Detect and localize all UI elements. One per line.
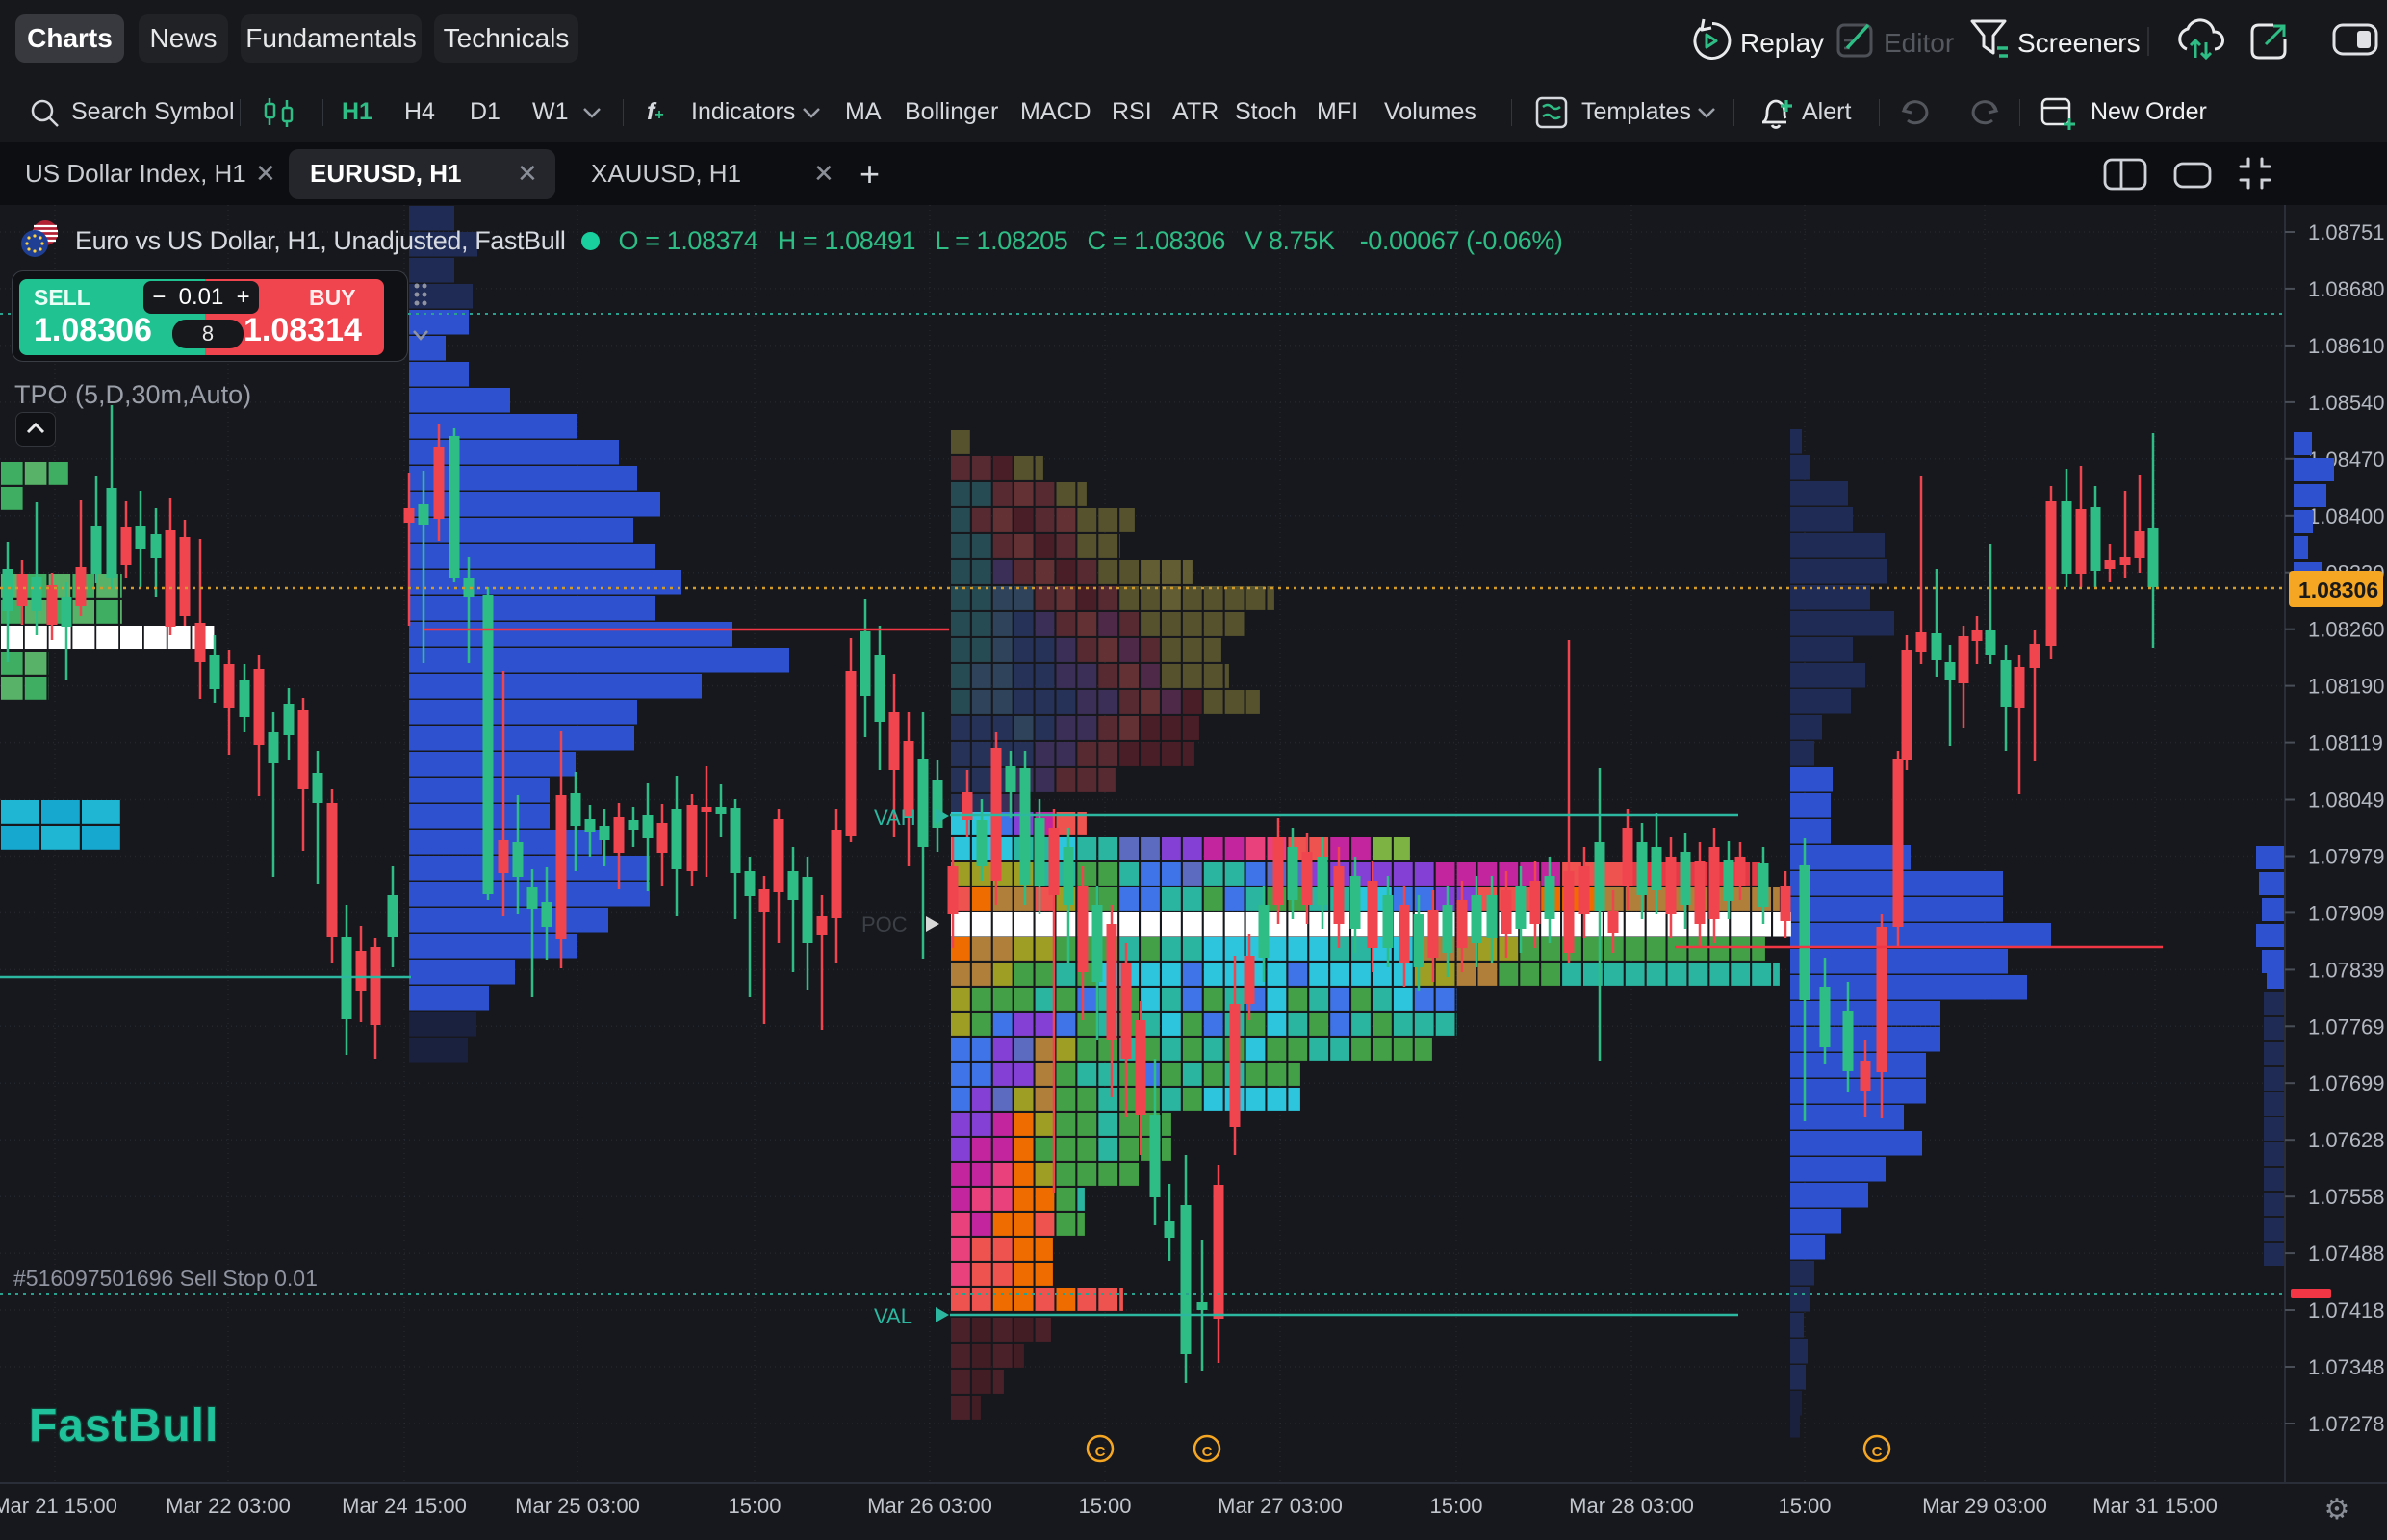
svg-text:1.08680: 1.08680: [2308, 277, 2385, 301]
svg-text:VAH: VAH: [874, 806, 916, 830]
svg-text:1.08190: 1.08190: [2308, 675, 2385, 699]
svg-text:Editor: Editor: [1884, 28, 1954, 58]
svg-text:POC: POC: [861, 912, 908, 937]
svg-text:15:00: 15:00: [1078, 1494, 1131, 1518]
svg-text:Mar 31 15:00: Mar 31 15:00: [2092, 1494, 2218, 1518]
svg-text:Mar 29 03:00: Mar 29 03:00: [1922, 1494, 2047, 1518]
svg-text:1.08306: 1.08306: [2298, 578, 2378, 603]
svg-text:Mar 26 03:00: Mar 26 03:00: [867, 1494, 992, 1518]
svg-text:FastBull: FastBull: [29, 1400, 218, 1451]
svg-text:1.07628: 1.07628: [2308, 1128, 2385, 1152]
svg-text:VAL: VAL: [874, 1304, 912, 1328]
svg-text:C: C: [1202, 1444, 1213, 1460]
svg-text:15:00: 15:00: [1778, 1494, 1831, 1518]
svg-text:⚙: ⚙: [2324, 1494, 2350, 1526]
svg-text:1.07348: 1.07348: [2308, 1355, 2385, 1379]
svg-text:1.07488: 1.07488: [2308, 1242, 2385, 1266]
svg-text:1.08119: 1.08119: [2308, 732, 2383, 756]
svg-text:Replay: Replay: [1740, 28, 1824, 58]
svg-text:1.07909: 1.07909: [2308, 901, 2385, 925]
svg-text:Screeners: Screeners: [2017, 28, 2141, 58]
svg-text:1.08260: 1.08260: [2308, 618, 2385, 642]
svg-text:C: C: [1095, 1444, 1106, 1460]
svg-text:Mar 22 03:00: Mar 22 03:00: [166, 1494, 291, 1518]
svg-text:1.08049: 1.08049: [2308, 788, 2385, 812]
svg-text:1.07278: 1.07278: [2308, 1412, 2385, 1436]
svg-text:1.07979: 1.07979: [2308, 845, 2385, 869]
svg-text:#516097501696 Sell Stop 0.01: #516097501696 Sell Stop 0.01: [13, 1266, 318, 1291]
svg-text:Mar 25 03:00: Mar 25 03:00: [515, 1494, 640, 1518]
svg-text:1.08751: 1.08751: [2308, 220, 2385, 244]
svg-text:1.08540: 1.08540: [2308, 391, 2385, 415]
svg-text:1.07558: 1.07558: [2308, 1185, 2385, 1209]
svg-text:1.07699: 1.07699: [2308, 1071, 2385, 1095]
svg-text:15:00: 15:00: [728, 1494, 781, 1518]
svg-text:1.08610: 1.08610: [2308, 334, 2385, 358]
svg-text:1.07769: 1.07769: [2308, 1014, 2385, 1039]
svg-text:1.07418: 1.07418: [2308, 1298, 2385, 1322]
svg-text:Mar 24 15:00: Mar 24 15:00: [342, 1494, 467, 1518]
svg-text:Mar 28 03:00: Mar 28 03:00: [1569, 1494, 1694, 1518]
svg-text:1.08400: 1.08400: [2308, 504, 2385, 528]
svg-text:1.07839: 1.07839: [2308, 958, 2385, 982]
svg-text:C: C: [1872, 1444, 1883, 1460]
svg-text:15:00: 15:00: [1429, 1494, 1482, 1518]
svg-text:Mar 21 15:00: Mar 21 15:00: [0, 1494, 117, 1518]
svg-text:Mar 27 03:00: Mar 27 03:00: [1218, 1494, 1343, 1518]
